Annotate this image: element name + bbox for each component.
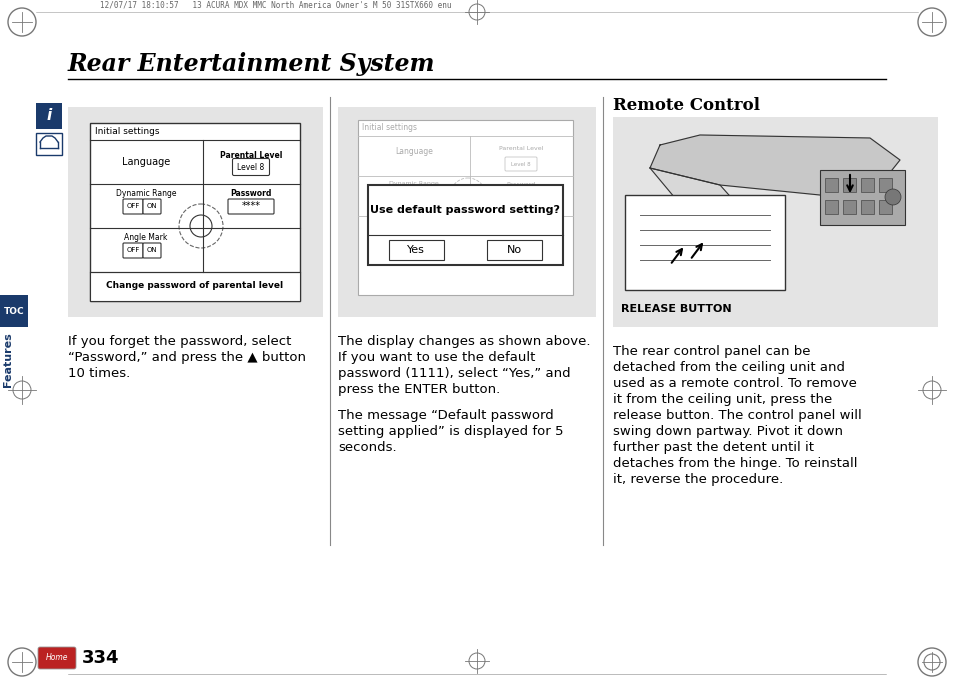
Bar xyxy=(90,123,299,301)
Polygon shape xyxy=(649,168,760,240)
FancyBboxPatch shape xyxy=(395,189,412,200)
Bar xyxy=(90,272,299,301)
Text: ON: ON xyxy=(147,203,157,209)
Text: OFF: OFF xyxy=(126,247,139,253)
Text: swing down partway. Pivot it down: swing down partway. Pivot it down xyxy=(613,425,842,438)
Bar xyxy=(824,200,837,214)
Text: Yes: Yes xyxy=(407,245,424,255)
FancyBboxPatch shape xyxy=(502,189,539,200)
FancyBboxPatch shape xyxy=(228,199,274,214)
Circle shape xyxy=(884,189,900,205)
Text: Dynamic Range: Dynamic Range xyxy=(115,189,176,198)
Bar xyxy=(861,178,873,192)
FancyBboxPatch shape xyxy=(143,199,161,214)
Bar xyxy=(68,107,323,317)
Text: ON: ON xyxy=(420,192,427,198)
Text: The display changes as shown above.: The display changes as shown above. xyxy=(337,335,590,348)
Text: setting applied” is displayed for 5: setting applied” is displayed for 5 xyxy=(337,425,563,438)
Text: Initial settings: Initial settings xyxy=(361,124,416,133)
Circle shape xyxy=(458,187,476,205)
Text: used as a remote control. To remove: used as a remote control. To remove xyxy=(613,377,856,390)
Text: it, reverse the procedure.: it, reverse the procedure. xyxy=(613,473,782,486)
Bar xyxy=(337,107,596,317)
Bar xyxy=(389,240,443,260)
Text: Remote Control: Remote Control xyxy=(613,97,760,114)
Text: Change password of parental level: Change password of parental level xyxy=(107,282,283,291)
Bar xyxy=(36,103,62,129)
Circle shape xyxy=(190,215,212,237)
Text: 12/07/17 18:10:57   13 ACURA MDX MMC North America Owner's M 50 31STX660 enu: 12/07/17 18:10:57 13 ACURA MDX MMC North… xyxy=(100,1,451,10)
Text: Dynamic Range: Dynamic Range xyxy=(389,181,438,187)
Bar xyxy=(824,178,837,192)
Text: Language: Language xyxy=(122,157,170,167)
Text: ON: ON xyxy=(147,247,157,253)
Text: 10 times.: 10 times. xyxy=(68,367,131,380)
Text: it from the ceiling unit, press the: it from the ceiling unit, press the xyxy=(613,393,831,406)
Text: Rear Entertainment System: Rear Entertainment System xyxy=(68,52,435,76)
FancyBboxPatch shape xyxy=(38,647,76,669)
FancyBboxPatch shape xyxy=(143,243,161,258)
Bar xyxy=(0,295,28,327)
Text: The rear control panel can be: The rear control panel can be xyxy=(613,345,810,358)
Text: Password: Password xyxy=(506,181,535,187)
Bar xyxy=(368,185,562,265)
FancyBboxPatch shape xyxy=(123,199,143,214)
Bar xyxy=(861,200,873,214)
Text: “Password,” and press the ▲ button: “Password,” and press the ▲ button xyxy=(68,351,306,364)
Text: detached from the ceiling unit and: detached from the ceiling unit and xyxy=(613,361,844,374)
Text: Initial settings: Initial settings xyxy=(95,127,159,135)
FancyBboxPatch shape xyxy=(233,159,269,176)
Text: The message “Default password: The message “Default password xyxy=(337,409,553,422)
Text: Password: Password xyxy=(230,189,272,198)
Text: Home: Home xyxy=(46,653,69,663)
Text: ****: **** xyxy=(514,192,527,198)
FancyBboxPatch shape xyxy=(416,189,432,200)
Bar xyxy=(842,200,855,214)
Text: Parental Level: Parental Level xyxy=(498,146,542,150)
Text: Level 8: Level 8 xyxy=(237,163,264,172)
Bar xyxy=(357,120,573,295)
Text: Level 8: Level 8 xyxy=(511,161,530,166)
Text: press the ENTER button.: press the ENTER button. xyxy=(337,383,499,396)
Text: Use default password setting?: Use default password setting? xyxy=(370,205,559,215)
Text: No: No xyxy=(506,245,521,255)
Text: i: i xyxy=(47,109,51,124)
Text: OFF: OFF xyxy=(399,192,408,198)
Bar xyxy=(613,117,937,327)
Bar xyxy=(820,170,904,225)
Text: Parental Level: Parental Level xyxy=(219,150,282,159)
Bar xyxy=(486,240,541,260)
Text: ****: **** xyxy=(241,201,260,211)
Bar xyxy=(624,195,784,290)
Text: OFF: OFF xyxy=(126,203,139,209)
Text: password (1111), select “Yes,” and: password (1111), select “Yes,” and xyxy=(337,367,570,380)
Text: Language: Language xyxy=(395,148,433,157)
Bar xyxy=(878,178,891,192)
Text: further past the detent until it: further past the detent until it xyxy=(613,441,813,454)
FancyBboxPatch shape xyxy=(123,243,143,258)
Bar xyxy=(878,200,891,214)
Text: RELEASE BUTTON: RELEASE BUTTON xyxy=(620,304,731,314)
Bar xyxy=(621,124,929,302)
Bar xyxy=(36,133,62,155)
Text: If you forget the password, select: If you forget the password, select xyxy=(68,335,291,348)
Text: TOC: TOC xyxy=(4,306,24,315)
FancyBboxPatch shape xyxy=(504,157,537,171)
Text: detaches from the hinge. To reinstall: detaches from the hinge. To reinstall xyxy=(613,457,857,470)
Bar xyxy=(842,178,855,192)
Text: seconds.: seconds. xyxy=(337,441,396,454)
Text: If you want to use the default: If you want to use the default xyxy=(337,351,535,364)
Text: 334: 334 xyxy=(82,649,119,667)
Text: Features: Features xyxy=(3,332,13,387)
Text: Angle Mark: Angle Mark xyxy=(124,233,168,243)
Polygon shape xyxy=(649,135,899,195)
Text: release button. The control panel will: release button. The control panel will xyxy=(613,409,861,422)
